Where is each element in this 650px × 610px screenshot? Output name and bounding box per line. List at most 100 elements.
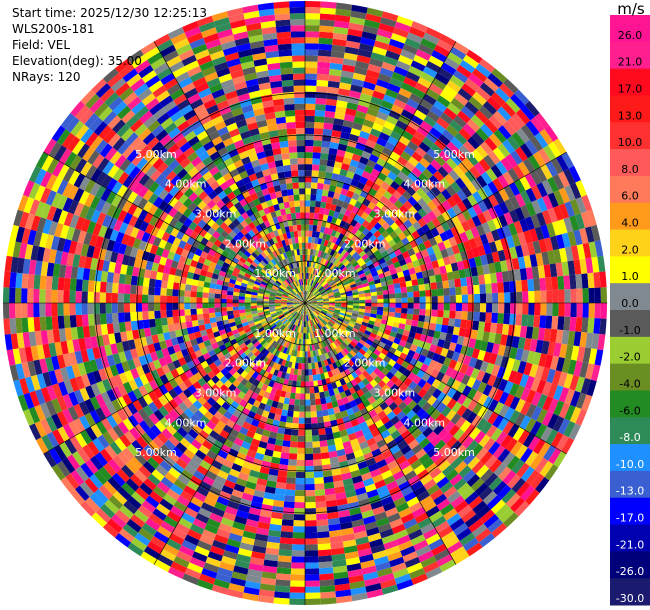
velocity-gate bbox=[459, 420, 472, 433]
velocity-gate bbox=[467, 194, 478, 207]
velocity-gate bbox=[323, 303, 330, 306]
velocity-gate bbox=[328, 298, 336, 301]
velocity-gate bbox=[400, 82, 415, 94]
velocity-gate bbox=[379, 152, 390, 162]
velocity-gate bbox=[487, 181, 499, 195]
velocity-gate bbox=[354, 344, 362, 352]
velocity-gate bbox=[501, 270, 510, 283]
velocity-gate bbox=[327, 322, 334, 328]
velocity-gate bbox=[337, 327, 345, 334]
velocity-gate bbox=[172, 316, 180, 324]
velocity-gate bbox=[514, 398, 526, 413]
velocity-gate bbox=[314, 282, 320, 289]
velocity-gate bbox=[426, 220, 436, 231]
velocity-gate bbox=[360, 124, 373, 134]
velocity-gate bbox=[441, 374, 451, 385]
velocity-gate bbox=[445, 469, 459, 482]
velocity-gate bbox=[322, 273, 328, 280]
velocity-gate bbox=[361, 235, 370, 244]
velocity-gate bbox=[493, 204, 504, 218]
velocity-gate bbox=[105, 282, 113, 293]
velocity-gate bbox=[381, 204, 390, 214]
velocity-gate bbox=[477, 200, 488, 213]
velocity-gate bbox=[322, 326, 328, 333]
velocity-gate bbox=[310, 280, 314, 287]
velocity-gate bbox=[350, 127, 361, 137]
velocity-gate bbox=[364, 330, 372, 336]
velocity-gate bbox=[305, 435, 313, 442]
velocity-gate bbox=[305, 538, 318, 545]
velocity-gate bbox=[527, 314, 535, 327]
velocity-gate bbox=[570, 288, 577, 303]
velocity-gate bbox=[148, 286, 155, 296]
velocity-gate bbox=[455, 303, 463, 312]
velocity-gate bbox=[397, 232, 407, 241]
velocity-gate bbox=[398, 323, 406, 330]
velocity-gate bbox=[286, 416, 293, 424]
velocity-gate bbox=[436, 39, 453, 52]
velocity-gate bbox=[306, 291, 309, 298]
velocity-gate bbox=[27, 317, 35, 333]
velocity-gate bbox=[405, 280, 413, 287]
velocity-gate bbox=[417, 257, 426, 266]
velocity-gate bbox=[305, 13, 321, 20]
velocity-gate bbox=[378, 131, 391, 142]
velocity-gate bbox=[331, 265, 338, 272]
velocity-gate bbox=[318, 37, 333, 45]
velocity-gate bbox=[250, 303, 257, 306]
velocity-gate bbox=[75, 279, 83, 292]
velocity-gate bbox=[331, 216, 338, 225]
velocity-gate bbox=[415, 271, 424, 280]
velocity-gate bbox=[305, 508, 317, 515]
velocity-gate bbox=[305, 339, 308, 346]
velocity-gate bbox=[329, 62, 343, 71]
velocity-gate bbox=[81, 291, 88, 303]
velocity-gate bbox=[329, 304, 336, 307]
velocity-gate bbox=[457, 110, 471, 124]
velocity-gate bbox=[295, 477, 305, 485]
velocity-gate bbox=[508, 370, 518, 384]
velocity-gate bbox=[393, 317, 401, 324]
velocity-gate bbox=[465, 229, 475, 241]
velocity-gate bbox=[305, 297, 307, 303]
velocity-gate bbox=[317, 285, 323, 291]
velocity-gate bbox=[380, 100, 394, 110]
velocity-gate bbox=[539, 277, 547, 291]
velocity-gate bbox=[437, 67, 454, 81]
velocity-gate bbox=[482, 408, 494, 422]
velocity-gate bbox=[381, 61, 396, 72]
velocity-gate bbox=[371, 295, 378, 300]
velocity-gate bbox=[123, 293, 131, 303]
velocity-gate bbox=[524, 418, 537, 433]
velocity-gate bbox=[480, 421, 493, 435]
velocity-gate bbox=[311, 312, 316, 319]
velocity-gate bbox=[316, 73, 329, 81]
velocity-gate bbox=[517, 232, 527, 246]
velocity-gate bbox=[535, 112, 550, 130]
velocity-gate bbox=[331, 44, 346, 53]
velocity-gate bbox=[398, 135, 411, 146]
velocity-gate bbox=[550, 431, 564, 448]
velocity-gate bbox=[511, 359, 521, 373]
velocity-gate bbox=[160, 310, 167, 319]
velocity-gate bbox=[557, 316, 565, 331]
velocity-gate bbox=[315, 501, 327, 509]
velocity-gate bbox=[346, 309, 353, 314]
velocity-gate bbox=[309, 294, 315, 300]
velocity-gate bbox=[539, 315, 547, 329]
velocity-gate bbox=[362, 227, 370, 236]
velocity-gate bbox=[351, 371, 359, 379]
velocity-gate bbox=[322, 128, 333, 136]
velocity-gate bbox=[365, 382, 374, 391]
velocity-gate bbox=[477, 349, 486, 361]
velocity-gate bbox=[319, 288, 326, 294]
velocity-gate bbox=[328, 68, 342, 77]
velocity-gate bbox=[401, 347, 410, 356]
velocity-gate bbox=[344, 176, 353, 185]
velocity-gate bbox=[517, 256, 526, 269]
velocity-gate bbox=[462, 240, 472, 251]
velocity-gate bbox=[345, 337, 352, 344]
velocity-gate bbox=[312, 447, 321, 454]
velocity-gate bbox=[531, 266, 540, 280]
velocity-gate bbox=[226, 303, 233, 308]
